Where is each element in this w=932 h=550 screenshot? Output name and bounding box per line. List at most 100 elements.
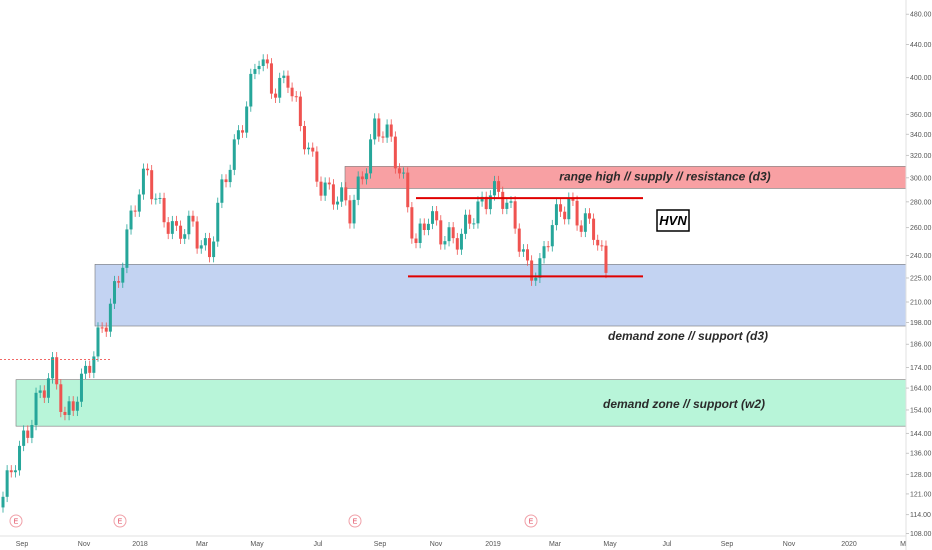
y-tick-label: 320.00 (910, 153, 932, 160)
candle (133, 205, 137, 217)
candle (257, 60, 261, 75)
candle (554, 199, 558, 231)
candle (146, 163, 150, 176)
candle (187, 210, 191, 240)
candle (517, 223, 521, 257)
zone-1 (94, 264, 907, 327)
earnings-marker[interactable]: E (348, 514, 362, 528)
candle (179, 220, 183, 245)
candle (575, 195, 579, 231)
svg-text:E: E (118, 519, 123, 526)
candle (162, 192, 166, 228)
x-tick-label: Nov (430, 541, 443, 548)
candle (521, 244, 525, 257)
candle (92, 351, 96, 379)
zone-label-0: range high // supply // resistance (d3) (559, 169, 770, 183)
candle (18, 440, 22, 476)
y-tick-label: 280.00 (910, 199, 932, 206)
candle (422, 218, 426, 236)
candle (249, 68, 253, 112)
candle (220, 174, 224, 209)
candle (253, 63, 257, 80)
candle (373, 113, 377, 145)
candle (348, 195, 352, 229)
candle (26, 425, 30, 444)
candle (88, 360, 92, 379)
candle (323, 177, 327, 201)
candle (84, 360, 88, 379)
candle (158, 192, 162, 204)
x-axis: Sep Nov 2018 Mar May Jul Sep Nov 2019 Mar May Jul Se… (0, 535, 906, 548)
x-tick-label: Sep (721, 541, 734, 548)
x-tick-label: Sep (16, 541, 29, 548)
candle (447, 222, 451, 247)
candle (559, 199, 563, 217)
x-tick-label: Sep (374, 541, 387, 548)
candle (439, 215, 443, 250)
candle (290, 82, 294, 102)
x-tick-label: 2018 (132, 541, 148, 548)
candle (63, 406, 67, 421)
earnings-marker[interactable]: E (524, 514, 538, 528)
candle (245, 101, 249, 138)
hvn-label: HVN (659, 213, 687, 228)
candle (480, 191, 484, 207)
x-tick-label: May (250, 541, 264, 548)
y-tick-label: 240.00 (910, 253, 932, 260)
candle (203, 232, 207, 251)
candle (75, 396, 79, 417)
candle (472, 218, 476, 229)
candle (113, 275, 117, 309)
y-tick-label: 121.00 (910, 491, 932, 498)
zone-2 (15, 379, 907, 427)
candle (587, 208, 591, 224)
candle (571, 192, 575, 207)
candle (579, 220, 583, 238)
candle (265, 54, 269, 69)
candle (526, 244, 530, 266)
candle (410, 202, 414, 244)
y-tick-label: 128.00 (910, 472, 932, 479)
candle (406, 167, 410, 213)
candle (150, 165, 154, 205)
candle (1, 491, 5, 513)
earnings-marker[interactable]: E (9, 514, 23, 528)
candle (360, 171, 364, 185)
x-tick-label: M (900, 541, 906, 548)
candle (542, 241, 546, 264)
candle (414, 233, 418, 249)
y-tick-label: 174.00 (910, 365, 932, 372)
zones-layer: range high // supply // resistance (d3) d… (15, 166, 907, 427)
candle (108, 298, 112, 337)
y-tick-label: 198.00 (910, 320, 932, 327)
candle (505, 197, 509, 215)
candle (336, 196, 340, 210)
y-tick-label: 360.00 (910, 112, 932, 119)
candle (596, 234, 600, 251)
candle (241, 125, 245, 138)
candle (170, 215, 174, 240)
svg-text:E: E (353, 519, 358, 526)
candle (513, 196, 517, 234)
candle (327, 177, 331, 190)
candle (435, 205, 439, 226)
earnings-marker[interactable]: E (113, 514, 127, 528)
candle (488, 190, 492, 215)
candle (117, 275, 121, 288)
candle (5, 465, 9, 503)
candle (455, 232, 459, 255)
candle (443, 235, 447, 250)
candle (141, 163, 145, 200)
candle (224, 174, 228, 188)
candle (174, 215, 178, 231)
x-tick-label: Mar (549, 541, 562, 548)
x-tick-label: Nov (78, 541, 91, 548)
candle (402, 167, 406, 179)
y-tick-label: 340.00 (910, 132, 932, 139)
svg-text:E: E (14, 519, 19, 526)
candle (302, 120, 306, 155)
candle (208, 232, 211, 263)
candle (261, 54, 265, 72)
candle (286, 70, 290, 93)
